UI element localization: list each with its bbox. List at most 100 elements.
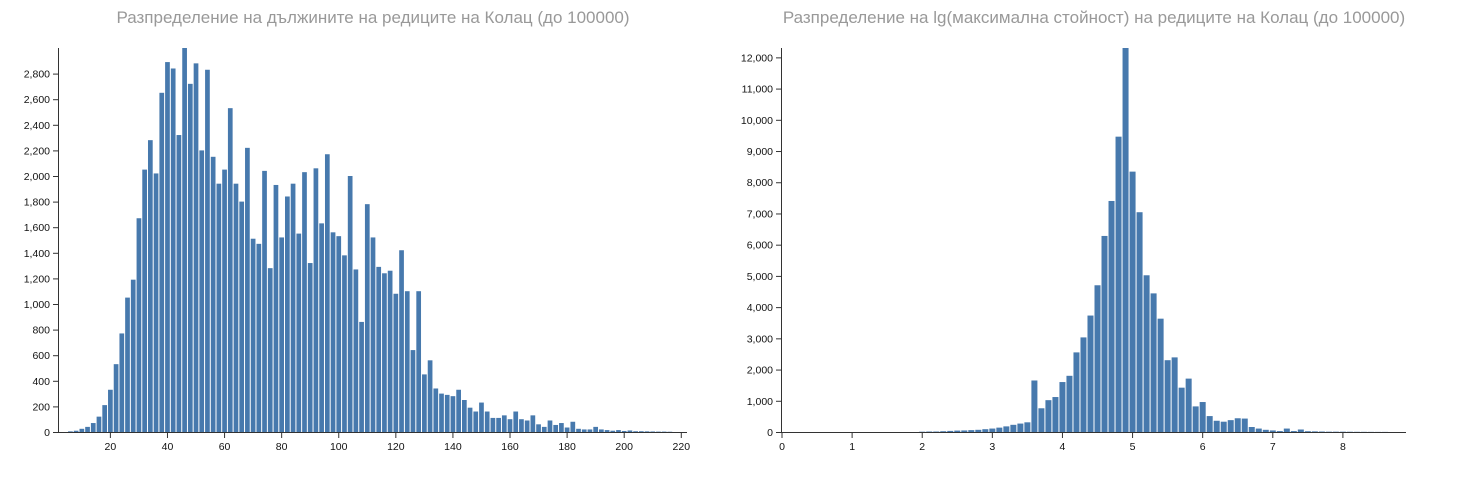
x-tick-label: 6 xyxy=(1200,441,1206,453)
histogram-bar xyxy=(73,430,79,432)
y-tick-label: 2,000 xyxy=(747,365,773,377)
histogram-bar xyxy=(644,431,650,432)
histogram-bar xyxy=(313,168,319,432)
histogram-bar xyxy=(182,48,187,432)
histogram-bar xyxy=(982,429,989,432)
histogram-bar xyxy=(199,150,205,432)
histogram-bar xyxy=(1080,337,1087,432)
histogram-bar xyxy=(170,68,176,432)
histogram-bar xyxy=(461,400,467,432)
histogram-bar xyxy=(638,431,644,432)
histogram-bar xyxy=(1066,375,1073,432)
histogram-bar xyxy=(176,135,182,433)
histogram-bar xyxy=(1073,352,1080,432)
histogram-bar xyxy=(422,374,427,432)
histogram-bar xyxy=(559,423,564,432)
histogram-bar xyxy=(621,430,627,432)
histogram-bar xyxy=(940,431,947,432)
histogram-bar xyxy=(1157,318,1164,432)
histogram-bar xyxy=(599,429,604,432)
histogram-bar xyxy=(1262,429,1269,432)
histogram-bar xyxy=(227,108,233,432)
y-tick-label: 11,000 xyxy=(742,84,773,96)
histogram-bar xyxy=(347,176,353,432)
histogram-bar xyxy=(153,173,159,432)
histogram-bar xyxy=(1031,380,1038,432)
histogram-bar xyxy=(279,237,285,432)
histogram-bar xyxy=(399,250,404,432)
x-tick-label: 2 xyxy=(919,441,925,453)
y-tick-label: 600 xyxy=(32,350,50,362)
x-tick-label: 4 xyxy=(1060,441,1066,453)
histogram-bar xyxy=(1311,431,1318,432)
histogram-bar xyxy=(547,420,553,432)
y-tick-label: 2,800 xyxy=(24,69,50,81)
histogram-bar xyxy=(1101,235,1108,432)
histogram-bar xyxy=(433,388,439,432)
histogram-bar xyxy=(1017,423,1024,432)
histogram-bar xyxy=(1220,421,1227,432)
histogram-bar xyxy=(1269,430,1276,432)
histogram-bar xyxy=(484,411,490,432)
y-tick-label: 9,000 xyxy=(747,146,773,158)
x-tick-label: 180 xyxy=(558,441,576,453)
x-tick-label: 140 xyxy=(444,441,462,453)
histogram-bar xyxy=(1276,431,1283,432)
histogram-bar xyxy=(222,169,227,432)
histogram-bar xyxy=(576,428,581,432)
y-tick-label: 1,400 xyxy=(24,248,50,260)
histogram-bar xyxy=(1108,200,1115,432)
histogram-bar xyxy=(1304,431,1311,432)
histogram-bar xyxy=(96,416,102,432)
y-tick-label: 4,000 xyxy=(747,302,773,314)
histogram-bar xyxy=(467,407,473,432)
histogram-bar xyxy=(536,424,541,432)
histogram-bar xyxy=(239,201,245,432)
histogram-bar xyxy=(456,389,461,432)
histogram-bar xyxy=(68,431,73,432)
histogram-bar xyxy=(427,360,433,432)
y-tick-label: 1,800 xyxy=(24,197,50,209)
y-tick-label: 2,200 xyxy=(24,145,50,157)
histogram-bar xyxy=(1045,400,1052,432)
histogram-bar xyxy=(342,255,347,432)
histogram-bar xyxy=(205,69,210,432)
histogram-bar xyxy=(210,156,216,433)
histogram-bar xyxy=(330,232,336,432)
histogram-bar xyxy=(1024,422,1031,432)
histogram-bar xyxy=(553,424,559,432)
histogram-bar xyxy=(376,266,382,432)
histogram-bar xyxy=(416,291,422,432)
histogram-bar xyxy=(256,243,262,432)
x-tick-label: 220 xyxy=(673,441,691,453)
y-tick-label: 12,000 xyxy=(741,52,773,64)
histogram-bar xyxy=(501,415,507,432)
histogram-bar xyxy=(604,430,610,432)
histogram-bar xyxy=(513,411,519,432)
y-tick-label: 2,400 xyxy=(24,120,50,132)
histogram-bar xyxy=(165,62,170,433)
histogram-bar xyxy=(250,238,256,432)
histogram-bar xyxy=(450,396,456,432)
histogram-bar xyxy=(307,263,313,432)
y-tick-label: 1,000 xyxy=(747,396,773,408)
histogram-bar xyxy=(336,236,342,432)
histogram-bar xyxy=(125,297,130,432)
histogram-bar xyxy=(353,269,359,432)
histogram-bar xyxy=(1206,416,1213,432)
histogram-bar xyxy=(102,405,108,432)
histogram-bar xyxy=(267,268,273,432)
histogram-bar xyxy=(587,429,593,432)
histogram-bar xyxy=(187,83,193,432)
y-tick-label: 1,200 xyxy=(24,273,50,285)
histogram-bar xyxy=(159,92,165,433)
histogram-bar xyxy=(130,279,136,432)
histogram-bar xyxy=(108,389,113,432)
histogram-bar xyxy=(1234,418,1241,432)
histogram-bar xyxy=(570,421,576,432)
histogram-bar xyxy=(954,430,961,432)
histogram-bar xyxy=(359,321,364,432)
histogram-bar xyxy=(1136,212,1143,432)
histogram-bar xyxy=(1010,424,1017,432)
x-tick-label: 60 xyxy=(219,441,231,453)
